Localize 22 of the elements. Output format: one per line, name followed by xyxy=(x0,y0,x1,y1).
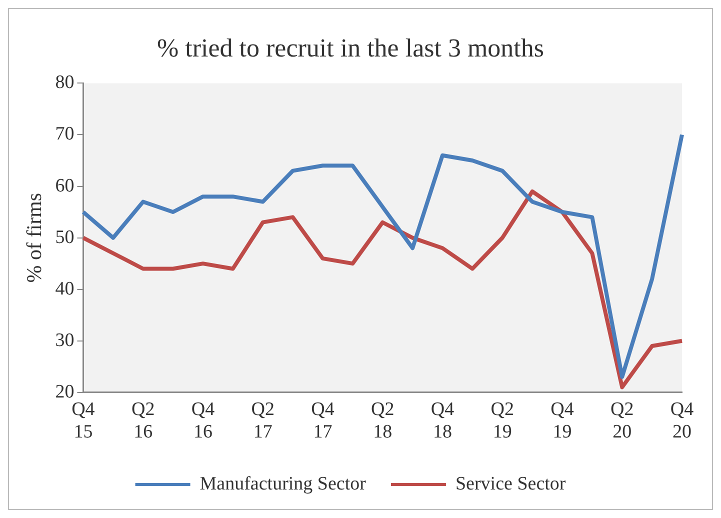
legend-label: Service Sector xyxy=(455,473,566,494)
y-tick-label: 80 xyxy=(55,72,74,94)
x-tick-label: Q2 19 xyxy=(490,398,514,443)
y-axis-title: % of firms xyxy=(22,192,46,283)
x-tick-label: Q4 15 xyxy=(72,398,96,443)
x-tick-label: Q4 18 xyxy=(430,398,455,443)
y-tick-label: 40 xyxy=(55,278,74,300)
legend-label: Manufacturing Sector xyxy=(200,473,367,494)
x-tick-label: Q4 20 xyxy=(670,398,694,443)
x-tick-label: Q4 16 xyxy=(191,398,216,443)
x-tick-label: Q4 19 xyxy=(550,398,574,443)
x-tick-label: Q2 17 xyxy=(251,398,274,443)
x-tick-label: Q2 18 xyxy=(370,398,394,443)
y-tick-label: 60 xyxy=(55,175,74,196)
x-tick-label: Q2 16 xyxy=(131,398,155,443)
y-tick-label: 20 xyxy=(55,381,74,402)
y-tick-label: 30 xyxy=(55,330,74,351)
x-tick-label: Q2 20 xyxy=(610,398,634,443)
y-tick-label: 50 xyxy=(55,226,74,248)
chart-title: % tried to recruit in the last 3 months xyxy=(156,33,544,62)
y-tick-label: 70 xyxy=(55,124,74,145)
x-tick-label: Q4 17 xyxy=(311,398,335,443)
